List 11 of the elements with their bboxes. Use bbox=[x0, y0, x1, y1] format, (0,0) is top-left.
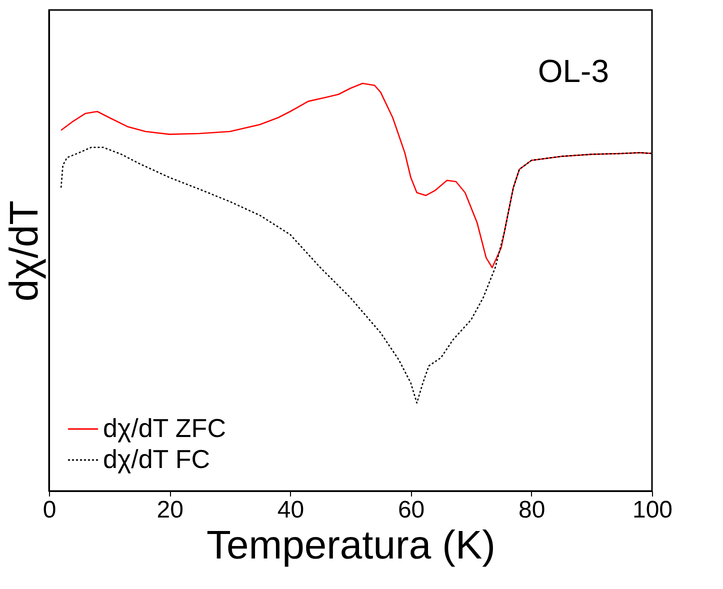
x-tick-label: 20 bbox=[156, 496, 184, 524]
x-tick-label: 40 bbox=[277, 496, 304, 524]
x-axis-title: Temperatura (K) bbox=[206, 524, 496, 568]
x-tick-label: 60 bbox=[398, 496, 425, 524]
annotation: OL-3 bbox=[538, 53, 609, 89]
x-tick-label: 80 bbox=[518, 496, 546, 524]
legend-label: dχ/dT FC bbox=[103, 444, 210, 474]
y-axis-title: dχ/dT bbox=[2, 200, 46, 302]
legend-label: dχ/dT ZFC bbox=[103, 413, 226, 443]
x-tick-label: 0 bbox=[42, 496, 56, 524]
x-tick-label: 100 bbox=[632, 496, 673, 524]
